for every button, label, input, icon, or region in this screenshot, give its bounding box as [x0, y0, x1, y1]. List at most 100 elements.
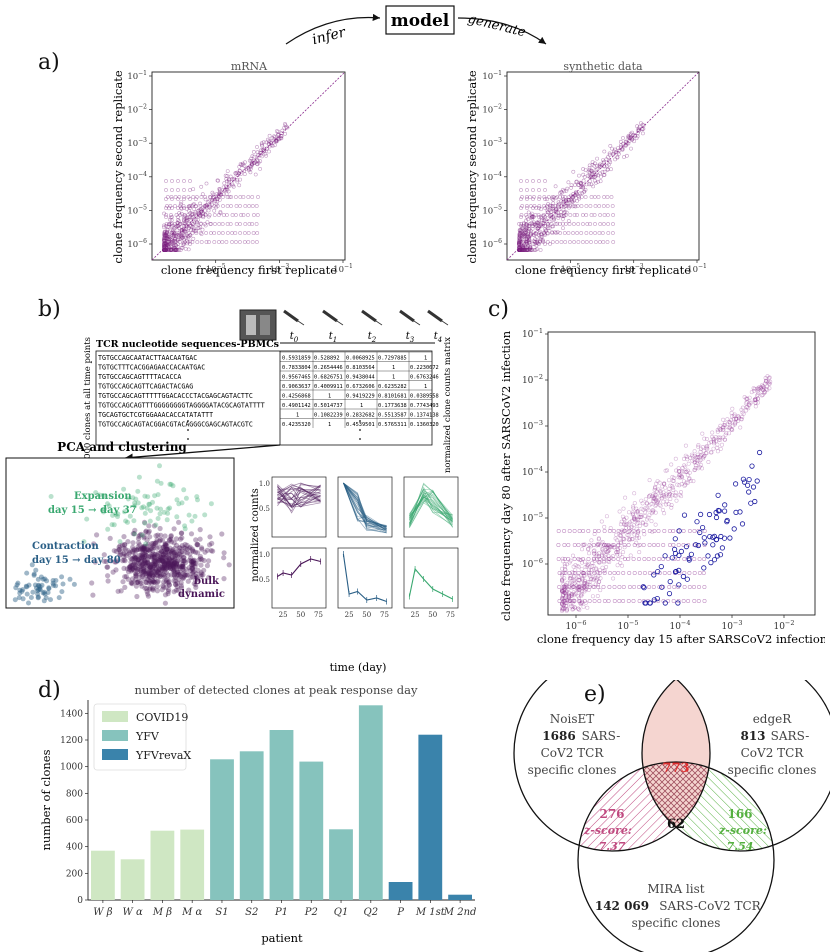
- bulk-point: [698, 446, 703, 451]
- bulk-point: [630, 510, 635, 515]
- bulk-point: [711, 446, 716, 451]
- scatter-point: [180, 229, 185, 234]
- scatter-point: [576, 222, 581, 226]
- bulk-point: [662, 482, 667, 487]
- pca-point-bulk: [164, 554, 170, 560]
- bulk-point: [692, 460, 697, 465]
- scatter-point: [527, 224, 531, 228]
- scatter-point: [605, 167, 610, 172]
- bulk-point: [747, 402, 752, 407]
- pca-point-bulk: [154, 588, 160, 594]
- pca-point-bulk: [130, 576, 136, 582]
- bulk-point: [680, 465, 685, 470]
- scatter-point: [218, 211, 223, 216]
- bulk-point: [631, 504, 636, 509]
- trajectory-xtick: 50: [296, 611, 305, 619]
- bulk-point: [662, 481, 667, 486]
- bulk-point: [755, 396, 760, 401]
- scatter-point: [575, 204, 580, 208]
- scatter-point: [190, 221, 194, 226]
- scatter-point: [626, 135, 631, 140]
- pca-point-bulk: [162, 533, 168, 539]
- bulk-point: [653, 510, 658, 515]
- pca-point-bulk: [115, 588, 121, 594]
- pca-point-bulk: [165, 591, 171, 597]
- bulk-point-row: [592, 529, 597, 534]
- scatter-point: [517, 228, 522, 233]
- scatter-point: [518, 247, 522, 252]
- noiset-line1: SARS-: [582, 729, 621, 743]
- bulk-point: [715, 442, 720, 447]
- header-diagram: infer model generate: [285, 5, 547, 48]
- bulk-point: [646, 515, 651, 520]
- bulk-point: [643, 522, 648, 527]
- pca-point-bulk: [160, 551, 166, 558]
- scatter-point: [164, 243, 169, 248]
- scatter-point: [612, 149, 616, 154]
- bulk-point: [722, 423, 727, 428]
- bulk-point: [560, 589, 565, 594]
- scatter-point: [250, 195, 255, 199]
- pca-point-bulk: [197, 536, 203, 542]
- pca-point-bulk: [130, 567, 136, 573]
- scatter-point: [194, 220, 199, 225]
- bulk-point: [634, 506, 639, 511]
- pca-point-bulk: [121, 550, 127, 556]
- bulk-point: [701, 454, 706, 459]
- bulk-point: [572, 605, 577, 610]
- bulk-point: [704, 451, 709, 456]
- scatter-point: [517, 236, 522, 241]
- synthetic-yticks: 10−110−210−310−410−510−6: [482, 70, 507, 250]
- scatter-point: [554, 231, 559, 235]
- scatter-point: [168, 215, 173, 220]
- scatter-point: [543, 217, 548, 222]
- bulk-point: [664, 494, 669, 499]
- pca-point-expansion: [135, 488, 141, 494]
- highlight-point: [662, 600, 668, 606]
- bulk-point: [690, 454, 695, 459]
- bulk-point: [739, 417, 744, 422]
- bulk-point: [624, 522, 629, 527]
- bar: [210, 759, 234, 900]
- matrix-cell: 1: [328, 422, 331, 428]
- scatter-point: [551, 197, 556, 202]
- bulk-point-row: [556, 543, 561, 548]
- pca-point-bulk: [129, 567, 135, 573]
- pca-point-bulk: [151, 554, 157, 560]
- scatter-point: [198, 213, 203, 218]
- pca-point-bulk: [145, 547, 152, 553]
- bulk-point-row: [592, 598, 597, 603]
- bulk-point: [647, 513, 652, 518]
- highlight-point: [688, 551, 694, 557]
- bulk-point: [721, 427, 726, 432]
- pca-point-contraction: [26, 600, 31, 606]
- pca-point-bulk: [172, 560, 178, 566]
- pca-point-bulk: [150, 551, 156, 557]
- scatter-point: [231, 184, 236, 189]
- pca-point-bulk: [159, 564, 165, 571]
- scatter-point: [182, 206, 186, 210]
- scatter-point: [221, 185, 226, 190]
- scatter-point: [600, 163, 604, 168]
- x-tick-label: S2: [245, 907, 258, 918]
- scatter-point: [543, 233, 547, 237]
- scatter-point: [221, 204, 225, 208]
- pca-point-bulk: [145, 591, 151, 597]
- highlight-point: [678, 548, 684, 554]
- pca-point-expansion: [165, 510, 171, 516]
- y-axis-label: number of clones: [39, 749, 53, 850]
- scatter-point: [164, 222, 169, 226]
- scatter-point: [179, 234, 184, 239]
- pca-point-bulk: [174, 572, 180, 578]
- bulk-point: [562, 590, 567, 595]
- scatter-point: [189, 223, 193, 228]
- scatter-point: [166, 237, 171, 242]
- bulk-point: [610, 554, 615, 559]
- scatter-point: [606, 231, 611, 235]
- scatter-point: [162, 236, 167, 241]
- pca-point-bulk: [171, 526, 177, 532]
- scatter-point: [237, 168, 242, 173]
- scatter-point: [520, 248, 525, 252]
- bulk-point: [732, 412, 737, 417]
